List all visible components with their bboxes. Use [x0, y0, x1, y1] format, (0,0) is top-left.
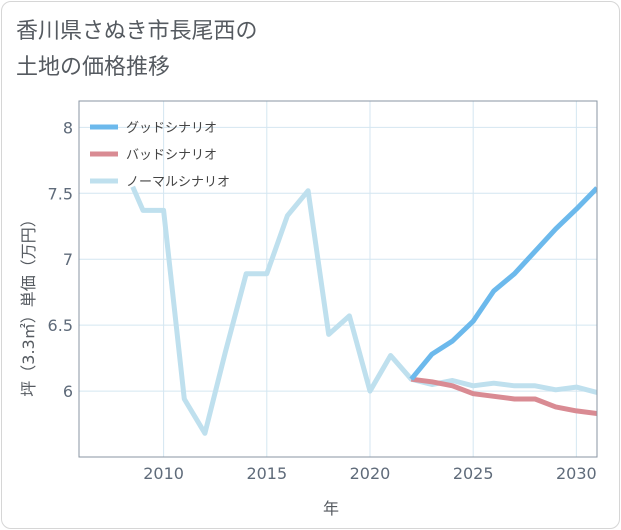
- legend-label-1: バッドシナリオ: [126, 148, 217, 163]
- y-tick-label-7: 7: [63, 250, 73, 269]
- x-tick-label-2015: 2015: [246, 464, 287, 483]
- y-axis-title: 坪（3.3㎡）単価（万円）: [19, 211, 38, 396]
- axes: 2010 2015 2020 2025 2030 6 6.5 7 7.5 8: [48, 100, 598, 483]
- plot-frame: [78, 100, 598, 458]
- y-tick-label-8: 8: [63, 118, 73, 137]
- series-lines: [130, 185, 597, 436]
- y-tick-label-6: 6: [63, 382, 73, 401]
- x-tick-label-2010: 2010: [143, 464, 184, 483]
- series-line-2: [130, 185, 597, 436]
- x-axis-title: 年: [323, 499, 339, 518]
- x-tick-label-2030: 2030: [556, 464, 597, 483]
- gridlines: [79, 101, 597, 457]
- y-tick-label-6.5: 6.5: [48, 316, 73, 335]
- series-line-1: [410, 376, 597, 416]
- x-tick-label-2025: 2025: [453, 464, 494, 483]
- title-line-2: 土地の価格推移: [16, 55, 171, 80]
- series-line-0: [409, 186, 597, 381]
- legend-label-0: グッドシナリオ: [126, 121, 217, 136]
- y-tick-label-7.5: 7.5: [48, 184, 73, 203]
- title-line-1: 香川県さぬき市長尾西の: [16, 19, 258, 44]
- x-tick-label-2020: 2020: [350, 464, 391, 483]
- chart-title: 香川県さぬき市長尾西の 土地の価格推移: [16, 14, 258, 86]
- legend-label-2: ノーマルシナリオ: [126, 175, 230, 190]
